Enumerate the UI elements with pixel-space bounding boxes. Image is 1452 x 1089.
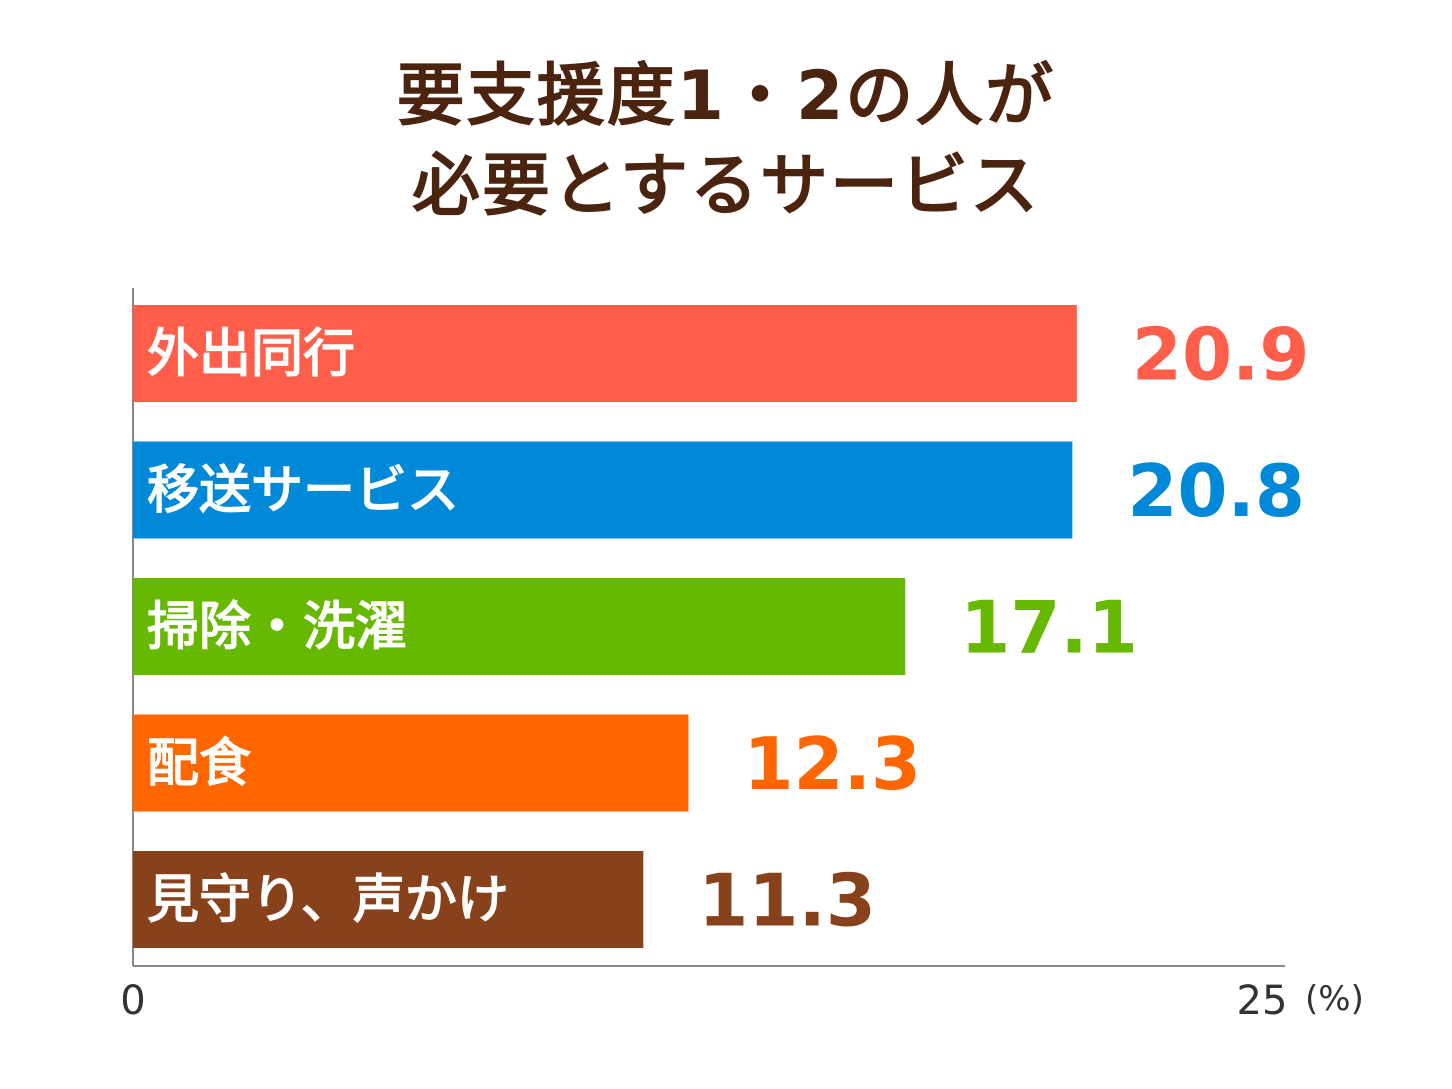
bar [133, 441, 1073, 539]
x-axis-unit: (%) [1305, 979, 1364, 1019]
bar-category-label: 掃除・洗濯 [147, 598, 407, 658]
bar-category-label: 外出同行 [147, 325, 355, 385]
bar-category-label: 配食 [147, 734, 252, 794]
bar-value-label: 20.8 [1127, 449, 1305, 533]
bar [133, 714, 689, 812]
bar [133, 305, 1077, 402]
chart-title: 要支援度1・2の人が 必要とするサービス [0, 52, 1452, 232]
bar-value-label: 20.9 [1132, 313, 1310, 397]
x-tick-label: 25 [1237, 978, 1288, 1024]
bar-category-label: 移送サービス [147, 461, 459, 521]
bar-value-label: 12.3 [743, 722, 921, 806]
chart-title-line-2: 必要とするサービス [412, 147, 1040, 226]
bar-category-label: 見守り、声かけ [147, 871, 509, 931]
bar [133, 578, 906, 675]
chart-title-line-1: 要支援度1・2の人が [396, 57, 1056, 136]
bar [133, 851, 644, 948]
bar-value-label: 11.3 [698, 859, 876, 943]
bar-value-label: 17.1 [960, 586, 1138, 670]
x-tick-label: 0 [120, 978, 145, 1024]
